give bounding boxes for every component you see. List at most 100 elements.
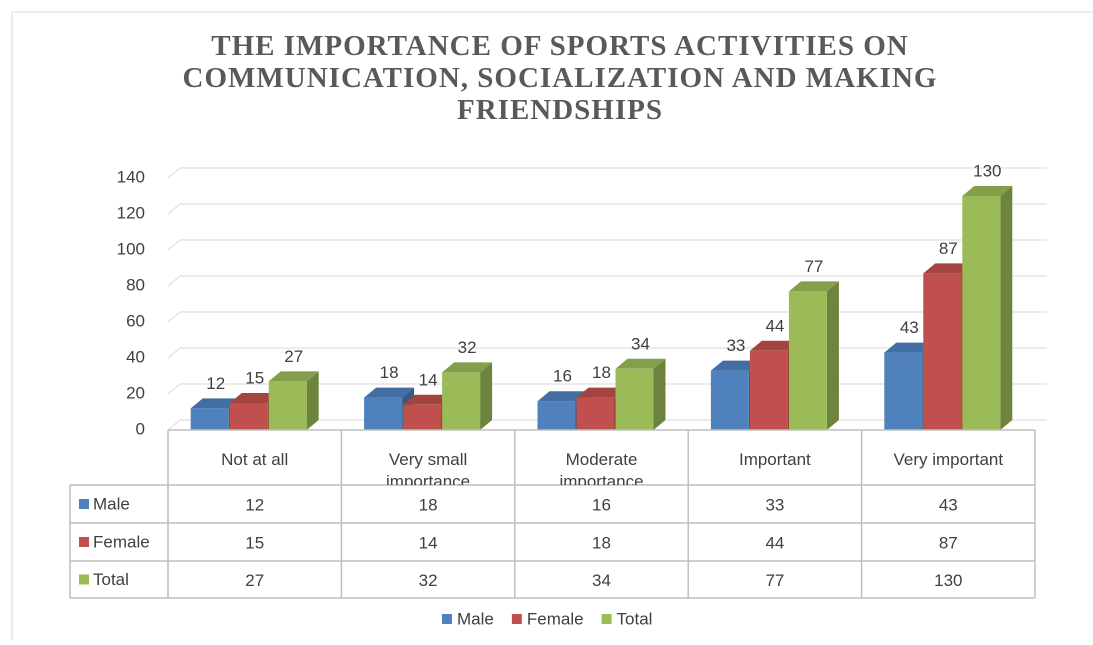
- data-label: 16: [553, 367, 572, 386]
- x-tick-label: Important: [738, 450, 811, 469]
- grid-line-side: [167, 275, 181, 287]
- data-label: 130: [973, 161, 1001, 180]
- bar: [884, 352, 923, 430]
- grid-line-side: [167, 383, 181, 395]
- y-tick-label: 120: [117, 203, 145, 222]
- bar-top: [268, 371, 319, 382]
- grid-line-side: [167, 167, 181, 179]
- data-label: 18: [380, 363, 399, 382]
- category-box: Very important: [893, 450, 1004, 469]
- x-tick-label: Very small importance: [386, 450, 471, 485]
- bar: [364, 397, 403, 430]
- bar-side: [1000, 186, 1013, 430]
- table-cell: 130: [934, 571, 962, 590]
- table-cell: 43: [939, 495, 958, 514]
- y-tick-label: 140: [117, 167, 145, 186]
- grid-line-side: [167, 347, 181, 359]
- bar: [576, 397, 615, 430]
- bar-top: [190, 398, 241, 409]
- legend-key: [442, 614, 452, 624]
- table-cell: 44: [765, 533, 784, 552]
- grid-line-side: [167, 239, 181, 251]
- legend-key: [601, 614, 612, 624]
- grid-line-side: [167, 311, 181, 323]
- bar: [190, 408, 229, 430]
- x-tick-label: Very important: [893, 450, 1004, 469]
- bar-top: [537, 391, 588, 402]
- chart-title: THE IMPORTANCE OF SPORTS ACTIVITIES ON C…: [182, 30, 938, 126]
- bar-side: [480, 362, 493, 430]
- table-cell: 32: [419, 571, 438, 590]
- table-series-name: Male: [93, 494, 130, 513]
- y-tick-label: 80: [126, 275, 145, 294]
- category-box: Very small importance: [386, 450, 471, 485]
- grid-line-side: [167, 419, 181, 431]
- bar-side: [306, 371, 319, 430]
- bar-top: [615, 358, 666, 369]
- table-cell: 16: [592, 495, 611, 514]
- data-label: 32: [458, 338, 477, 357]
- data-label: 18: [592, 363, 611, 382]
- bar-side: [826, 281, 839, 430]
- bar-top: [923, 263, 974, 274]
- bar: [788, 291, 827, 430]
- bar-top: [749, 340, 800, 351]
- category-box: Not at all: [221, 450, 289, 469]
- legend-label: Total: [617, 609, 653, 628]
- y-tick-label: 40: [126, 347, 145, 366]
- bar-top: [403, 394, 454, 405]
- bar: [749, 350, 788, 430]
- bar-top: [364, 387, 415, 398]
- table-cell: 77: [765, 571, 784, 590]
- bar: [268, 381, 307, 430]
- bar-top: [442, 362, 493, 373]
- bar-top: [576, 387, 627, 398]
- bar-top: [710, 360, 761, 371]
- data-label: 15: [245, 368, 264, 387]
- x-tick-label: Moderate importance: [559, 450, 644, 485]
- data-label: 12: [206, 374, 225, 393]
- bar: [403, 404, 442, 430]
- table-cell: 15: [245, 533, 264, 552]
- table-cell: 18: [592, 533, 611, 552]
- y-tick-label: 60: [126, 311, 145, 330]
- data-label: 44: [765, 316, 784, 335]
- bar-side: [653, 358, 666, 430]
- table-cell: 12: [245, 495, 264, 514]
- table-series-name: Female: [93, 532, 150, 551]
- bar: [710, 370, 749, 430]
- bar: [615, 368, 654, 430]
- data-label: 43: [900, 318, 919, 337]
- x-tick-label: Not at all: [221, 450, 289, 469]
- table-legend-key: [79, 574, 89, 585]
- table-cell: 34: [592, 571, 611, 590]
- y-tick-label: 100: [117, 239, 145, 258]
- data-label: 14: [419, 370, 438, 389]
- y-tick-label: 0: [136, 419, 145, 438]
- category-box: Important: [738, 450, 811, 469]
- bar: [962, 196, 1001, 430]
- y-tick-label: 20: [126, 383, 145, 402]
- data-label: 87: [939, 239, 958, 258]
- category-box: Moderate importance: [559, 450, 644, 485]
- bar-top: [229, 393, 280, 403]
- data-label: 77: [804, 257, 823, 276]
- data-label: 34: [631, 334, 650, 353]
- grid-line-side: [167, 203, 181, 215]
- table-cell: 18: [419, 495, 438, 514]
- bar-top: [788, 281, 839, 292]
- bar-top: [884, 342, 935, 353]
- table-cell: 27: [245, 571, 264, 590]
- legend-label: Male: [457, 609, 494, 628]
- bar-top: [962, 186, 1013, 196]
- bar: [229, 403, 268, 430]
- bar: [923, 273, 962, 430]
- table-legend-key: [79, 499, 89, 509]
- title-box: THE IMPORTANCE OF SPORTS ACTIVITIES ON C…: [182, 30, 938, 126]
- table-series-name: Total: [93, 570, 129, 589]
- data-label: 33: [726, 336, 745, 355]
- table-cell: 87: [939, 533, 958, 552]
- data-label: 27: [284, 347, 303, 366]
